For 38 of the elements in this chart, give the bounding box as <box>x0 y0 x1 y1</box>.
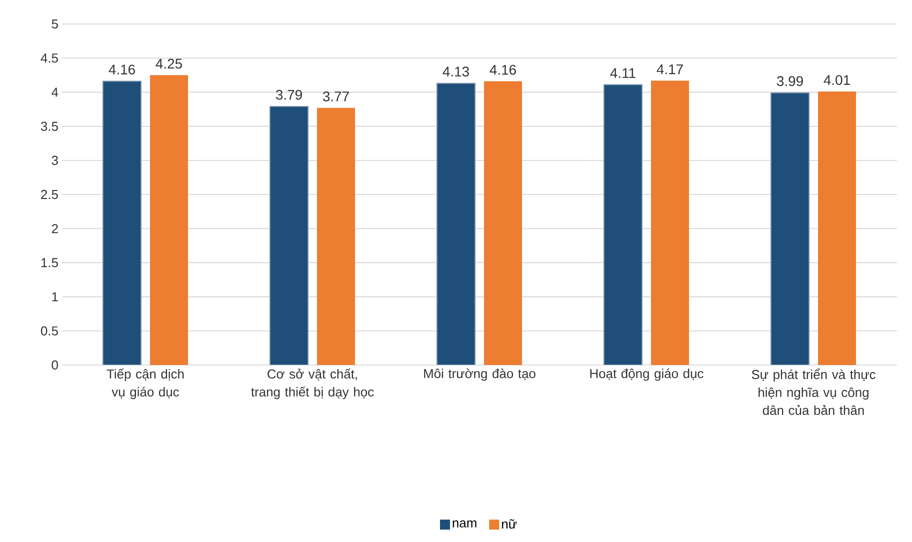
legend-label: nữ <box>502 519 517 529</box>
bar <box>484 81 522 365</box>
y-tick-label: 2.5 <box>41 190 58 200</box>
y-tick-label: 1 <box>52 292 58 302</box>
y-tick-label: 2 <box>52 224 58 234</box>
data-label: 4.17 <box>656 64 683 74</box>
x-tick-label: Tiếp cận dịch vụ giáo dục <box>106 368 184 400</box>
data-label: 3.79 <box>276 90 302 100</box>
y-tick-label: 0 <box>52 360 58 370</box>
data-label: 3.77 <box>322 91 349 102</box>
bar <box>150 75 188 365</box>
bar <box>102 80 142 365</box>
data-label: 4.01 <box>824 75 850 85</box>
x-tick-label: Cơ sở vật chất, trang thiết bị dạy học <box>251 368 374 400</box>
data-label: 4.11 <box>610 68 636 78</box>
data-label: 4.13 <box>442 66 469 77</box>
y-tick-label: 0.5 <box>40 326 58 336</box>
data-label: 3.99 <box>776 76 803 86</box>
y-tick-label: 3 <box>52 156 58 165</box>
data-label: 4.25 <box>156 58 182 69</box>
bar <box>770 92 810 365</box>
bar <box>604 84 643 365</box>
data-label: 4.16 <box>108 64 135 74</box>
bar <box>651 80 690 365</box>
bar <box>818 92 856 365</box>
y-tick-label: 3.5 <box>40 122 58 131</box>
x-tick-label: Sự phát triển và thực hiện nghĩa vụ công dân của bản thân <box>752 368 876 415</box>
y-tick-label: 4 <box>52 88 58 97</box>
x-tick-label: Hoạt động giáo dục <box>590 368 704 381</box>
legend-label: nam <box>452 520 476 528</box>
data-label: 4.16 <box>490 64 516 75</box>
x-tick-label: Môi trường đào tạo <box>424 368 536 381</box>
y-tick-label: 4.5 <box>40 54 58 63</box>
bar <box>436 82 476 365</box>
bar <box>270 106 309 365</box>
bar <box>317 108 356 365</box>
y-tick-label: 5 <box>52 19 58 29</box>
y-tick-label: 1.5 <box>41 258 58 268</box>
